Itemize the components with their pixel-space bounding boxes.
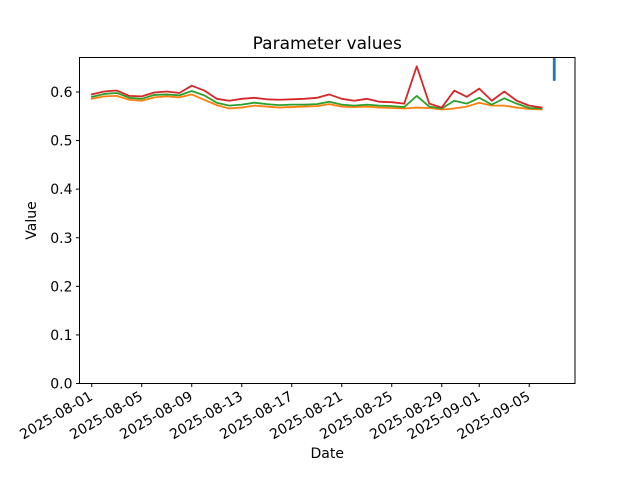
chart-title: Parameter values: [253, 34, 402, 54]
orange-series: [90, 93, 543, 111]
green-series: [90, 90, 543, 110]
red-series: [90, 65, 543, 109]
y-tick-label: 0.5: [50, 134, 72, 150]
x-axis-label: Date: [311, 446, 344, 462]
y-tick-label: 0.4: [50, 182, 72, 198]
series-lines: [90, 65, 543, 111]
y-tick-label: 0.0: [50, 377, 72, 393]
y-tick-label: 0.3: [50, 231, 72, 247]
plot-area-border: [79, 57, 576, 384]
y-axis-ticks: 0.0 0.1 0.2 0.3 0.4 0.5 0.6: [50, 85, 80, 393]
y-tick-label: 0.2: [50, 279, 72, 295]
y-tick-label: 0.1: [50, 328, 72, 344]
x-axis-ticks: 2025-08-012025-08-052025-08-092025-08-13…: [17, 383, 533, 443]
y-axis-label: Value: [24, 201, 40, 239]
y-tick-label: 0.6: [50, 85, 72, 101]
